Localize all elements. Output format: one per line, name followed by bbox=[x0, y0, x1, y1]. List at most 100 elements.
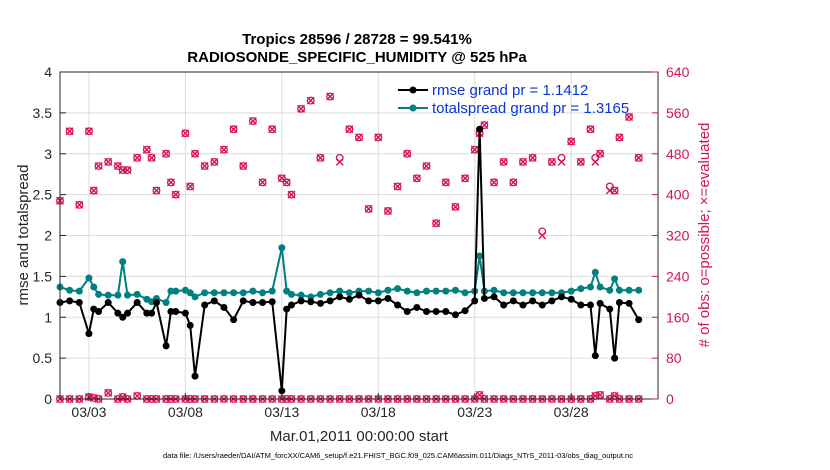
totalspread-marker bbox=[220, 289, 228, 297]
obs-possible-marker bbox=[89, 186, 98, 195]
obs-possible-marker bbox=[142, 145, 151, 154]
obs-evaluated-marker bbox=[297, 104, 306, 113]
x-tick-label: 03/13 bbox=[264, 404, 299, 420]
rmse-marker bbox=[230, 316, 238, 324]
rmse-marker bbox=[191, 372, 199, 380]
obs-possible-marker bbox=[171, 190, 180, 199]
obs-evaluated-marker bbox=[219, 145, 228, 154]
obs-evaluated-marker bbox=[186, 182, 195, 191]
legend-totalspread-marker bbox=[409, 104, 417, 112]
rmse-marker bbox=[239, 297, 247, 305]
rmse-marker bbox=[220, 303, 228, 311]
y2-tick-label: 480 bbox=[666, 146, 690, 162]
rmse-marker bbox=[451, 311, 459, 319]
obs-evaluated-marker bbox=[248, 117, 257, 126]
obs-evaluated-marker bbox=[142, 145, 151, 154]
obs-bottom-evaluated-marker bbox=[104, 388, 113, 397]
obs-evaluated-marker bbox=[625, 112, 634, 121]
rmse-marker bbox=[201, 301, 209, 309]
rmse-marker bbox=[95, 308, 103, 316]
obs-evaluated-marker bbox=[94, 162, 103, 171]
obs-possible-marker bbox=[186, 182, 195, 191]
obs-evaluated-marker bbox=[345, 125, 354, 134]
obs-possible-marker bbox=[412, 174, 421, 183]
totalspread-marker bbox=[124, 291, 132, 299]
obs-evaluated-marker bbox=[306, 96, 315, 105]
obs-possible-marker bbox=[277, 174, 286, 183]
obs-bottom-evaluated-marker bbox=[133, 391, 142, 400]
totalspread-marker bbox=[374, 289, 382, 297]
rmse-marker bbox=[500, 301, 508, 309]
totalspread-marker bbox=[476, 252, 484, 260]
y2-tick-label: 640 bbox=[666, 64, 690, 80]
totalspread-marker bbox=[567, 287, 575, 295]
obs-possible-marker bbox=[576, 157, 585, 166]
obs-evaluated-marker bbox=[200, 162, 209, 171]
y-tick-label: 1.5 bbox=[33, 268, 53, 284]
rmse-marker bbox=[490, 293, 498, 301]
obs-evaluated-marker bbox=[596, 149, 605, 158]
obs-evaluated-marker bbox=[258, 178, 267, 187]
totalspread-marker bbox=[625, 286, 633, 294]
obs-evaluated-marker bbox=[287, 190, 296, 199]
obs-possible-marker bbox=[596, 149, 605, 158]
legend-rmse-label: rmse grand pr = 1.1412 bbox=[432, 82, 588, 99]
chart-title: Tropics 28596 / 28728 = 99.541% bbox=[242, 31, 472, 48]
totalspread-marker bbox=[596, 283, 604, 291]
totalspread-marker bbox=[287, 290, 295, 298]
obs-evaluated-marker bbox=[335, 157, 344, 166]
rmse-marker bbox=[268, 298, 276, 306]
y2-tick-label: 240 bbox=[666, 268, 690, 284]
footnote: data file: /Users/raeder/DAI/ATM_forcXX/… bbox=[163, 451, 633, 460]
obs-possible-marker bbox=[480, 121, 489, 130]
rmse-marker bbox=[345, 295, 353, 303]
totalspread-marker bbox=[239, 289, 247, 297]
obs-evaluated-marker bbox=[355, 133, 363, 142]
rmse-marker bbox=[442, 308, 450, 316]
totalspread-marker bbox=[259, 289, 267, 297]
rmse-marker bbox=[186, 321, 194, 329]
legend: rmse grand pr = 1.1412 totalspread grand… bbox=[398, 82, 629, 117]
obs-possible-marker bbox=[191, 149, 199, 158]
totalspread-marker bbox=[423, 287, 431, 295]
obs-evaluated-marker bbox=[229, 125, 238, 134]
totalspread-marker bbox=[230, 289, 238, 297]
obs-possible-marker bbox=[393, 182, 402, 191]
rmse-marker bbox=[365, 297, 373, 305]
rmse-marker bbox=[403, 308, 411, 316]
chart-subtitle: RADIOSONDE_SPECIFIC_HUMIDITY @ 525 hPa bbox=[187, 49, 527, 66]
rmse-marker bbox=[476, 125, 484, 133]
rmse-marker bbox=[259, 299, 267, 307]
obs-possible-marker bbox=[239, 162, 248, 170]
rmse-marker bbox=[85, 330, 93, 338]
x-tick-label: 03/23 bbox=[457, 404, 492, 420]
totalspread-marker bbox=[490, 286, 498, 294]
totalspread-marker bbox=[278, 244, 286, 252]
rmse-marker bbox=[210, 297, 218, 305]
obs-possible-marker bbox=[268, 125, 277, 134]
rmse-marker bbox=[635, 316, 643, 324]
totalspread-marker bbox=[577, 285, 585, 293]
totalspread-marker bbox=[297, 291, 305, 299]
totalspread-marker bbox=[307, 293, 315, 301]
obs-possible-marker bbox=[547, 157, 556, 166]
obs-possible-marker bbox=[326, 92, 335, 101]
rmse-marker bbox=[596, 299, 604, 307]
totalspread-marker bbox=[66, 286, 74, 294]
obs-possible-marker bbox=[75, 200, 84, 209]
rmse-marker bbox=[307, 298, 315, 306]
obs-possible-marker bbox=[104, 157, 113, 166]
totalspread-marker bbox=[519, 289, 527, 297]
rmse-marker bbox=[606, 305, 614, 313]
totalspread-marker bbox=[133, 290, 141, 298]
obs-possible-marker bbox=[422, 162, 431, 170]
obs-possible-marker bbox=[490, 178, 498, 187]
obs-evaluated-marker bbox=[441, 178, 450, 187]
y2-axis-label: # of obs: o=possible; ×=evaluated bbox=[696, 123, 713, 348]
obs-evaluated-marker bbox=[123, 166, 132, 175]
obs-evaluated-marker bbox=[133, 153, 142, 162]
obs-evaluated-marker bbox=[181, 129, 190, 138]
obs-evaluated-marker bbox=[586, 125, 595, 134]
obs-evaluated-marker bbox=[393, 182, 402, 191]
